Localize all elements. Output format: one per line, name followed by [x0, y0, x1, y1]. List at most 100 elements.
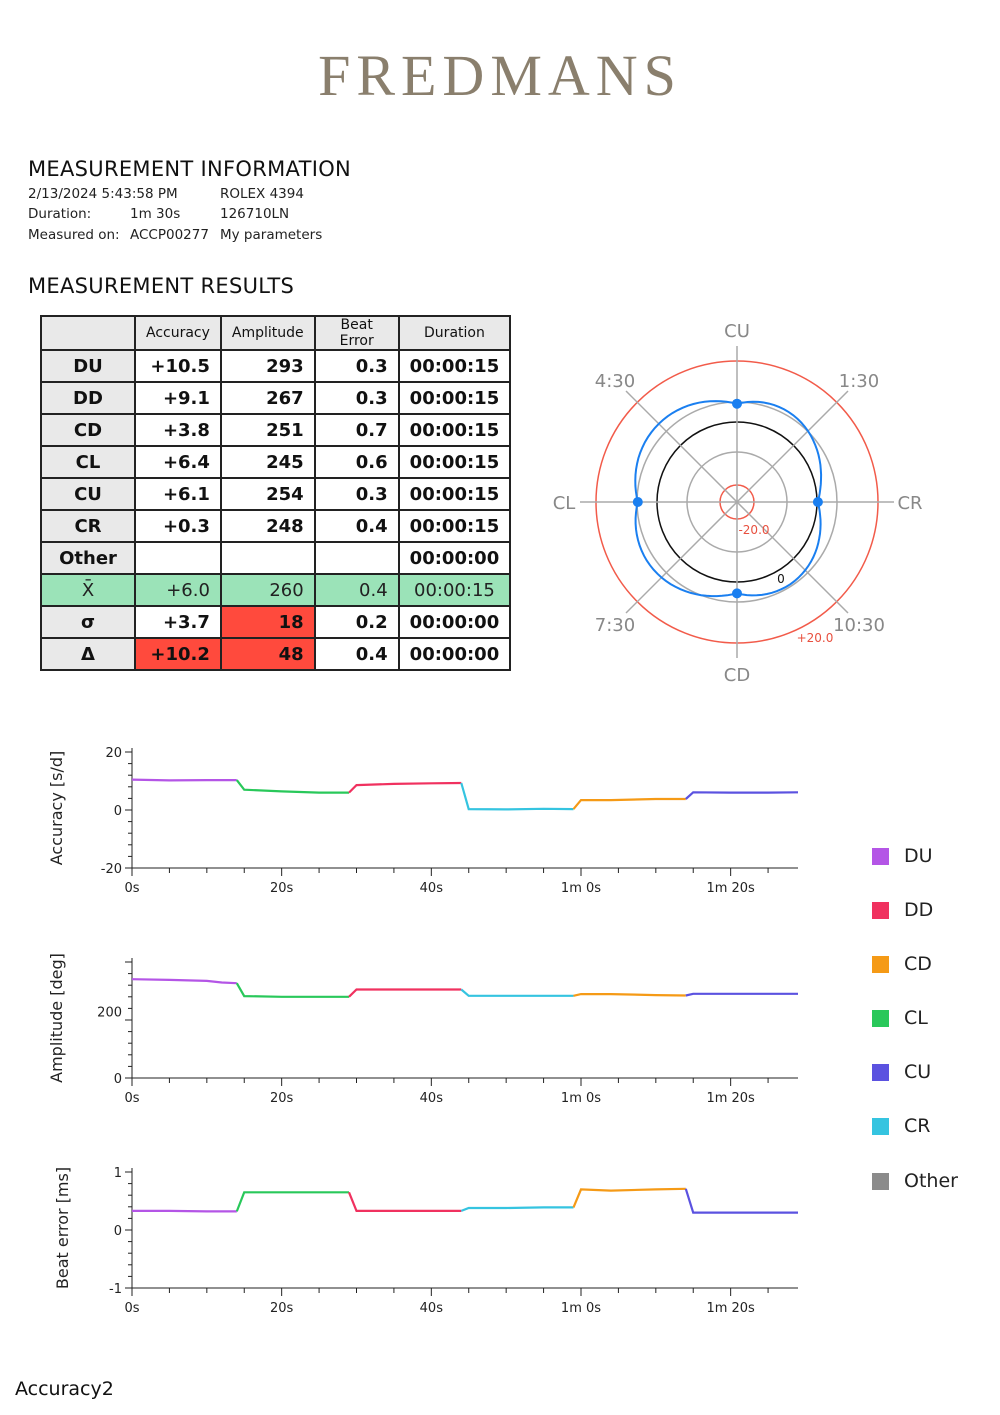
- header-beat-error: Beat Error: [313, 315, 400, 351]
- cell-amplitude: 18: [219, 605, 316, 639]
- x-tick-label: 20s: [270, 1301, 294, 1316]
- series-line-cd: [572, 1187, 686, 1208]
- header-duration: Duration: [397, 315, 512, 351]
- polar-label-outer: +20.0: [797, 631, 834, 645]
- cell-accuracy: +10.5: [134, 349, 222, 383]
- x-tick-label: 1m 20s: [706, 881, 755, 896]
- cell-beat-error: 0.4: [313, 509, 400, 543]
- info-duration-value: 1m 30s: [130, 206, 181, 222]
- cell-beat-error: 0.6: [313, 445, 400, 479]
- x-tick-label: 1m 0s: [561, 881, 601, 896]
- row-label: CL: [40, 445, 136, 479]
- cell-accuracy: +10.2: [134, 637, 222, 671]
- header-accuracy: Accuracy: [134, 315, 222, 351]
- legend-label: CD: [904, 953, 932, 975]
- cell-duration: 00:00:15: [397, 413, 512, 447]
- series-line-dd: [348, 988, 462, 998]
- cell-accuracy: +9.1: [134, 381, 222, 415]
- legend-label: CR: [904, 1115, 931, 1137]
- info-measured-label: Measured on:: [28, 227, 120, 243]
- polar-accuracy-curve: [634, 400, 823, 598]
- series-line-du: [131, 778, 237, 782]
- legend-swatch: [872, 1118, 889, 1135]
- footer-label: Accuracy2: [15, 1378, 114, 1400]
- polar-point: [812, 497, 823, 507]
- x-tick-label: 40s: [420, 881, 444, 896]
- row-label: DU: [40, 349, 136, 383]
- legend-label: CL: [904, 1007, 928, 1029]
- cell-amplitude: 48: [219, 637, 316, 671]
- y-axis-label: Amplitude [deg]: [47, 953, 66, 1083]
- cell-beat-error: [313, 541, 400, 575]
- y-tick-label: 200: [97, 1006, 122, 1021]
- polar-point: [732, 398, 742, 409]
- cell-duration: 00:00:15: [397, 381, 512, 415]
- table-row: DD +9.1 267 0.3 00:00:15: [40, 381, 512, 415]
- polar-grid: [580, 346, 894, 658]
- info-watch: ROLEX 4394: [220, 186, 304, 202]
- info-params: My parameters: [220, 227, 323, 243]
- cell-beat-error: 0.4: [313, 637, 400, 671]
- legend-label: CU: [904, 1061, 932, 1083]
- table-row-sigma: σ +3.7 18 0.2 00:00:00: [40, 605, 512, 639]
- polar-label-cu: CU: [724, 321, 750, 342]
- cell-accuracy: +6.0: [134, 573, 222, 607]
- cell-beat-error: 0.7: [313, 413, 400, 447]
- series-line-cd: [572, 797, 686, 810]
- legend-swatch: [872, 902, 889, 919]
- legend-swatch: [872, 1173, 889, 1190]
- cell-beat-error: 0.4: [313, 573, 400, 607]
- polar-label-cl: CL: [553, 493, 576, 514]
- table-row: CD +3.8 251 0.7 00:00:15: [40, 413, 512, 447]
- row-label: Other: [40, 541, 136, 575]
- series-line-cr: [460, 1206, 574, 1212]
- row-label: CR: [40, 509, 136, 543]
- cell-accuracy: +6.4: [134, 445, 222, 479]
- beat-error-chart: Beat error [ms] 0s 20s 40s 1m 0s 1m 20s 1 0 -1: [53, 1166, 798, 1316]
- series-line-cu: [685, 791, 799, 800]
- series-line-du: [131, 978, 237, 985]
- legend-label: Other: [904, 1170, 958, 1192]
- cell-amplitude: 254: [219, 477, 316, 511]
- info-datetime: 2/13/2024 5:43:58 PM: [28, 186, 178, 202]
- polar-label-inner: -20.0: [738, 523, 769, 537]
- polar-axis-diagonal: [625, 390, 849, 614]
- x-tick-label: 40s: [420, 1091, 444, 1106]
- polar-point: [732, 588, 742, 599]
- x-tick-label: 40s: [420, 1301, 444, 1316]
- table-row: CR +0.3 248 0.4 00:00:15: [40, 509, 512, 543]
- cell-accuracy: +3.7: [134, 605, 222, 639]
- info-model: 126710LN: [220, 206, 290, 222]
- series-line-cr: [460, 988, 574, 997]
- brand-logo: FREDMANS: [318, 43, 682, 108]
- row-label: CU: [40, 477, 136, 511]
- cell-duration: 00:00:15: [397, 509, 512, 543]
- legend-swatch: [872, 956, 889, 973]
- amplitude-chart: Amplitude [deg] 0s 20s 40s 1m 0s 1m 20s 200 0: [47, 953, 798, 1106]
- y-tick-label: -20: [101, 862, 122, 877]
- polar-points: [632, 398, 823, 599]
- row-label: DD: [40, 381, 136, 415]
- cell-accuracy: [134, 541, 222, 575]
- x-tick-label: 0s: [124, 881, 139, 896]
- y-axis-label: Beat error [ms]: [53, 1167, 72, 1289]
- cell-amplitude: 260: [219, 573, 316, 607]
- x-tick-label: 1m 0s: [561, 1301, 601, 1316]
- x-tick-label: 1m 0s: [561, 1091, 601, 1106]
- row-label: X̄: [40, 573, 136, 607]
- cell-duration: 00:00:00: [397, 541, 512, 575]
- cell-duration: 00:00:15: [397, 477, 512, 511]
- table-row-mean: X̄ +6.0 260 0.4 00:00:15: [40, 573, 512, 607]
- y-tick-label: 1: [114, 1166, 122, 1181]
- cell-duration: 00:00:00: [397, 605, 512, 639]
- cell-duration: 00:00:15: [397, 445, 512, 479]
- series-line-cl: [235, 779, 349, 794]
- x-tick-label: 1m 20s: [706, 1301, 755, 1316]
- info-measured-value: ACCP00277: [130, 227, 209, 243]
- table-row: DU +10.5 293 0.3 00:00:15: [40, 349, 512, 383]
- polar-point: [632, 497, 643, 507]
- cell-duration: 00:00:15: [397, 349, 512, 383]
- table-row: CL +6.4 245 0.6 00:00:15: [40, 445, 512, 479]
- cell-beat-error: 0.2: [313, 605, 400, 639]
- x-tick-label: 1m 20s: [706, 1091, 755, 1106]
